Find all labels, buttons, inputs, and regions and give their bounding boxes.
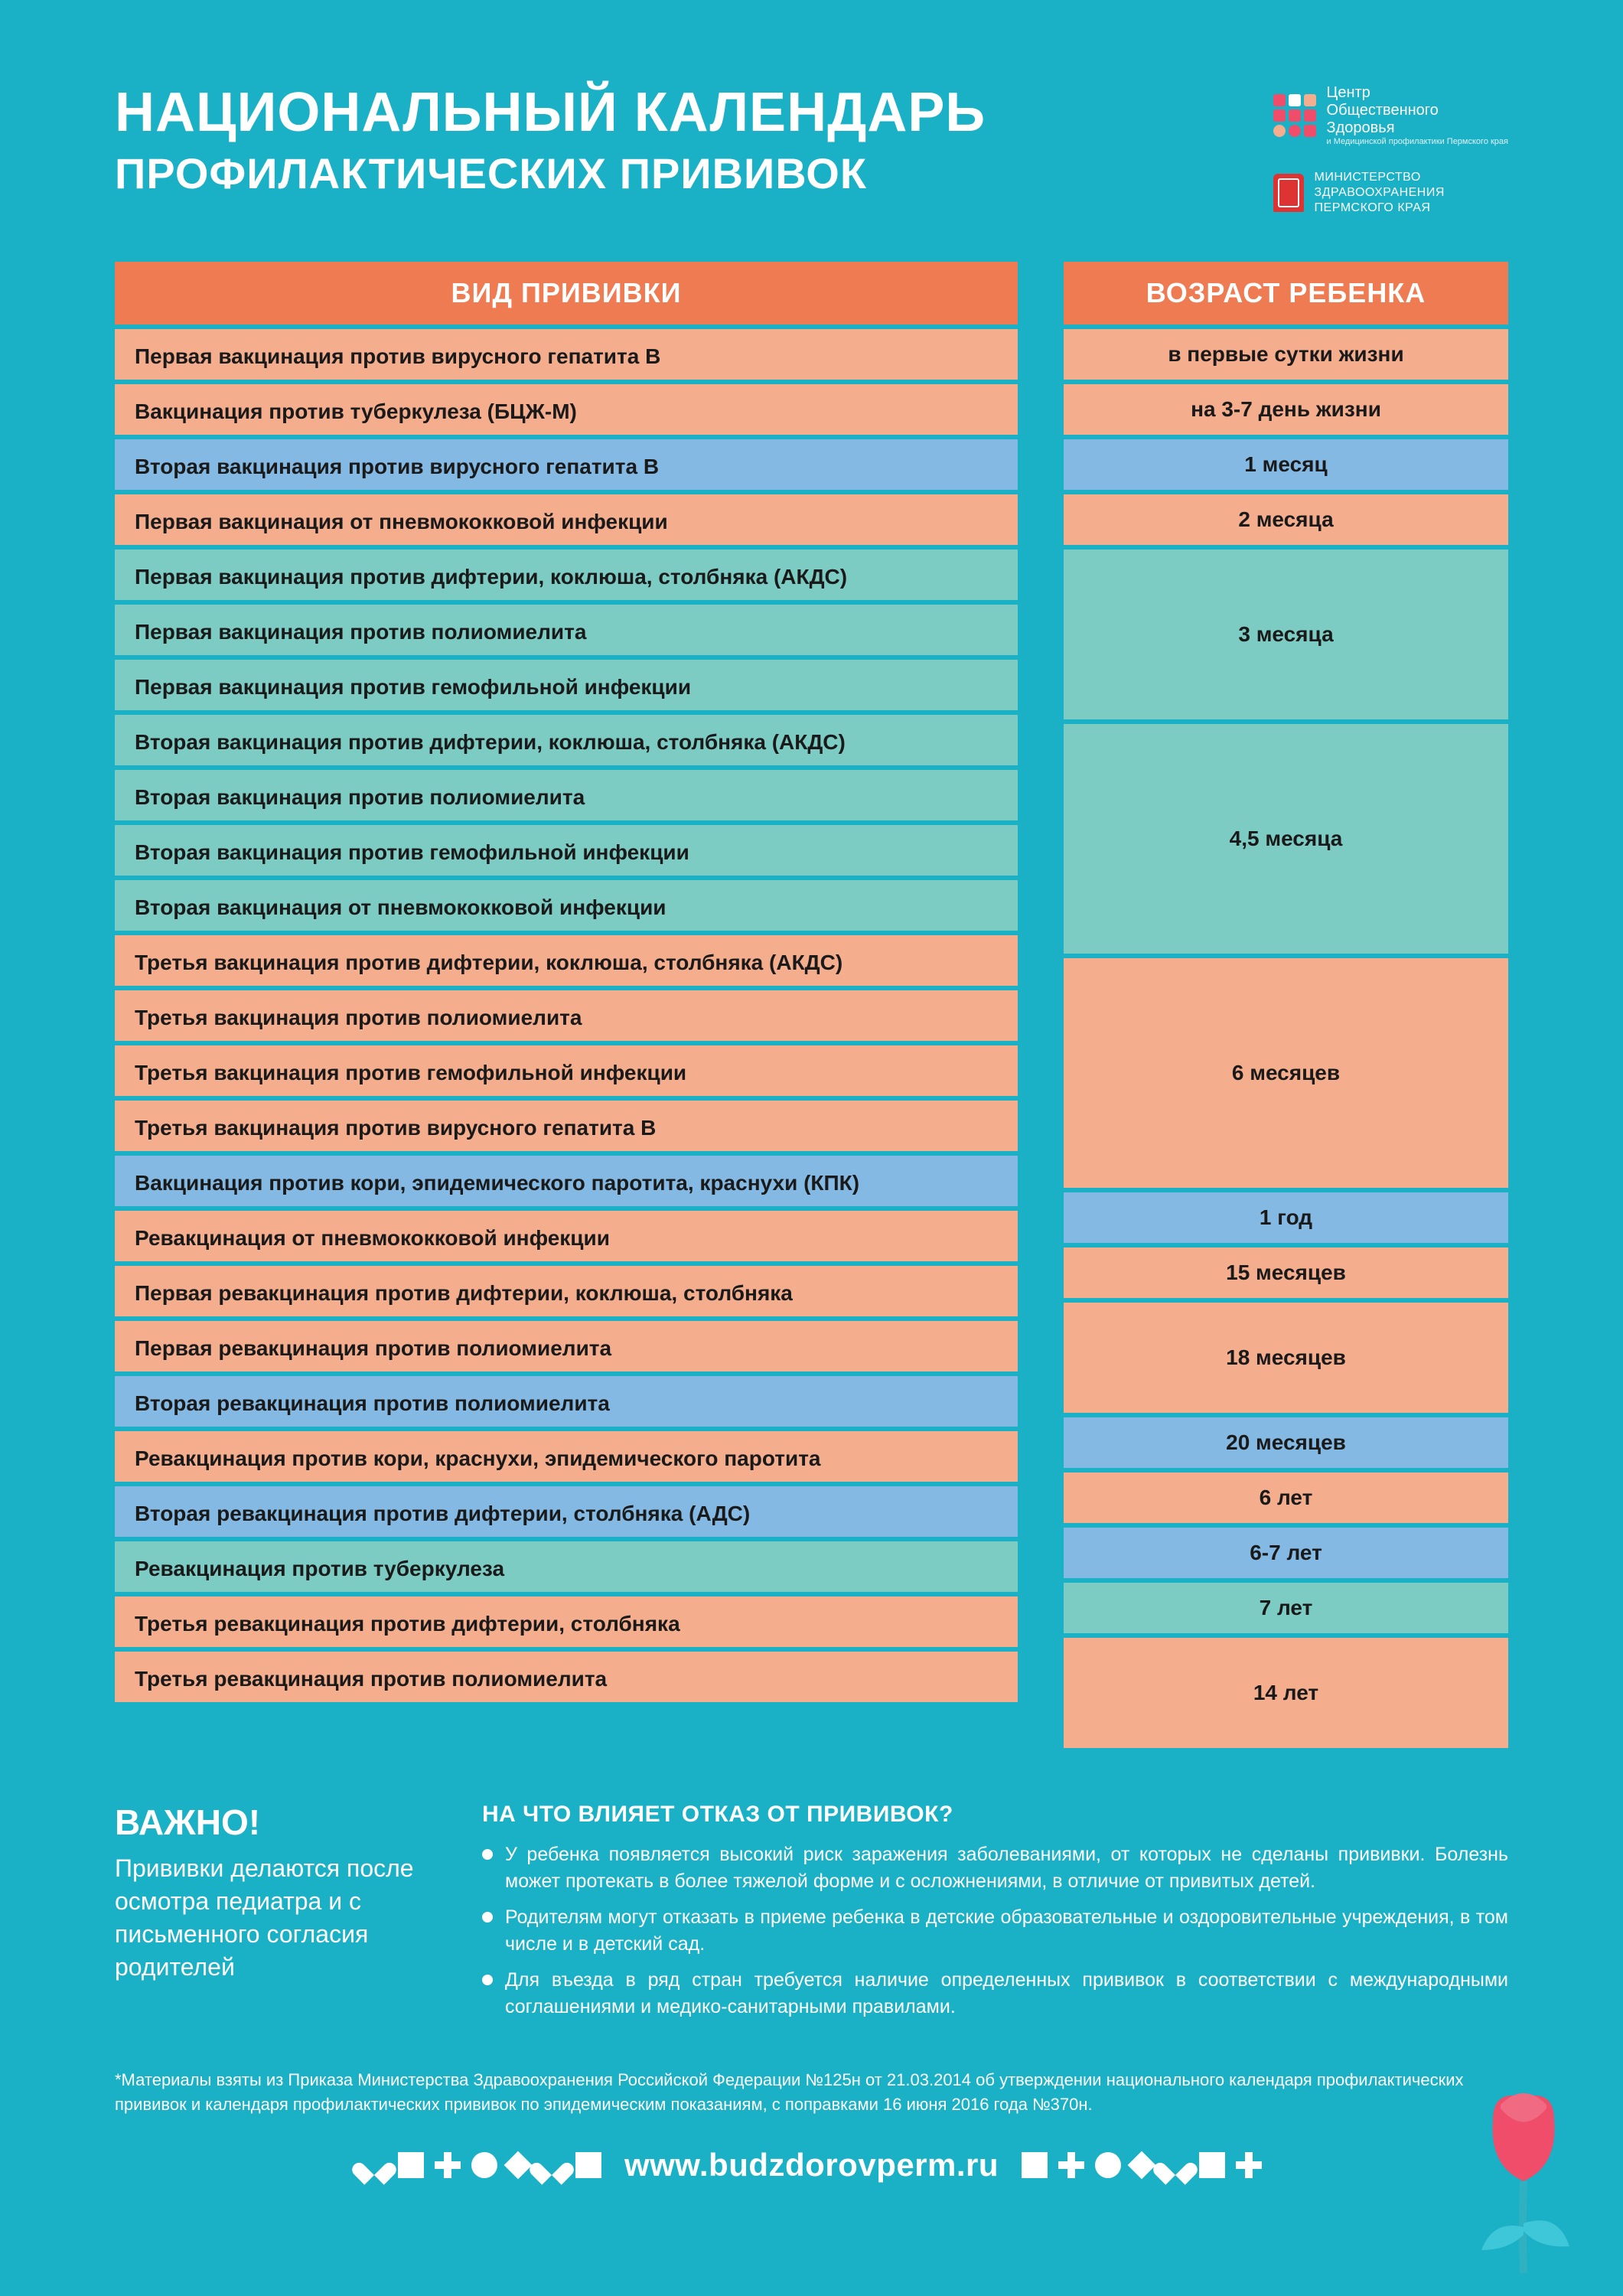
logos: Центр Общественного Здоровья и Медицинск…	[1273, 84, 1508, 216]
age-cell: 6-7 лет	[1064, 1523, 1508, 1578]
col-head-left: ВИД ПРИВИВКИ	[115, 262, 1018, 325]
vaccine-row: Вторая ревакцинация против дифтерии, сто…	[115, 1482, 1018, 1537]
tulip-icon	[1455, 2074, 1592, 2273]
shapes-left-icon	[361, 2152, 601, 2178]
important-block: ВАЖНО! Прививки делаются после осмотра п…	[115, 1802, 1508, 2030]
vaccine-row: Третья вакцинация против дифтерии, коклю…	[115, 931, 1018, 986]
important-left: ВАЖНО! Прививки делаются после осмотра п…	[115, 1802, 444, 2030]
vaccine-row: Третья вакцинация против гемофильной инф…	[115, 1041, 1018, 1096]
column-age: ВОЗРАСТ РЕБЕНКА в первые сутки жизнина 3…	[1064, 262, 1508, 1748]
age-cell: 18 месяцев	[1064, 1298, 1508, 1413]
age-cell: 4,5 месяца	[1064, 719, 1508, 954]
important-subtitle: Прививки делаются после осмотра педиатра…	[115, 1852, 444, 1985]
vaccine-row: Вторая вакцинация от пневмококковой инфе…	[115, 876, 1018, 931]
vaccine-row: Первая ревакцинация против дифтерии, кок…	[115, 1261, 1018, 1316]
vaccine-row: Вакцинация против кори, эпидемического п…	[115, 1151, 1018, 1206]
header: НАЦИОНАЛЬНЫЙ КАЛЕНДАРЬ ПРОФИЛАКТИЧЕСКИХ …	[115, 84, 1508, 216]
age-cell: 20 месяцев	[1064, 1413, 1508, 1468]
column-vaccine-type: ВИД ПРИВИВКИ Первая вакцинация против ви…	[115, 262, 1018, 1748]
logo-org2-text: МИНИСТЕРСТВО ЗДРАВООХРАНЕНИЯ ПЕРМСКОГО К…	[1315, 170, 1445, 216]
age-cell: 7 лет	[1064, 1578, 1508, 1633]
age-cell: 1 год	[1064, 1188, 1508, 1243]
age-cell: 1 месяц	[1064, 435, 1508, 490]
title-line1: НАЦИОНАЛЬНЫЙ КАЛЕНДАРЬ	[115, 84, 986, 142]
site-url: www.budzdorovperm.ru	[624, 2147, 999, 2183]
vaccine-row: Первая вакцинация против дифтерии, коклю…	[115, 545, 1018, 600]
vaccine-row: Первая вакцинация против гемофильной инф…	[115, 655, 1018, 710]
vaccination-table: ВИД ПРИВИВКИ Первая вакцинация против ви…	[115, 262, 1508, 1748]
age-cell: в первые сутки жизни	[1064, 325, 1508, 380]
title-line2: ПРОФИЛАКТИЧЕСКИХ ПРИВИВОК	[115, 148, 986, 198]
important-bullet: Родителям могут отказать в приеме ребенк…	[482, 1904, 1508, 1958]
crest-icon	[1273, 174, 1304, 212]
important-bullet: Для въезда в ряд стран требуется наличие…	[482, 1967, 1508, 2020]
vaccine-row: Третья вакцинация против полиомиелита	[115, 986, 1018, 1041]
age-cell: 6 месяцев	[1064, 954, 1508, 1188]
title-block: НАЦИОНАЛЬНЫЙ КАЛЕНДАРЬ ПРОФИЛАКТИЧЕСКИХ …	[115, 84, 986, 198]
vaccine-row: Третья ревакцинация против полиомиелита	[115, 1647, 1018, 1702]
age-cell: 15 месяцев	[1064, 1243, 1508, 1298]
bottom-band: www.budzdorovperm.ru	[115, 2147, 1508, 2183]
age-cell: 14 лет	[1064, 1633, 1508, 1748]
vaccine-row: Ревакцинация от пневмококковой инфекции	[115, 1206, 1018, 1261]
important-bullets: У ребенка появляется высокий риск зараже…	[482, 1841, 1508, 2020]
vaccine-row: Первая вакцинация против вирусного гепат…	[115, 325, 1018, 380]
important-title: ВАЖНО!	[115, 1802, 444, 1843]
age-cell: 6 лет	[1064, 1468, 1508, 1523]
vaccine-row: Ревакцинация против кори, краснухи, эпид…	[115, 1427, 1018, 1482]
vaccine-row: Третья ревакцинация против дифтерии, сто…	[115, 1592, 1018, 1647]
age-cell: 3 месяца	[1064, 545, 1508, 719]
vaccine-row: Вторая вакцинация против дифтерии, коклю…	[115, 710, 1018, 765]
age-cell: на 3-7 день жизни	[1064, 380, 1508, 435]
vaccine-row: Ревакцинация против туберкулеза	[115, 1537, 1018, 1592]
important-right: НА ЧТО ВЛИЯЕТ ОТКАЗ ОТ ПРИВИВОК? У ребен…	[482, 1802, 1508, 2030]
logo-org1: Центр Общественного Здоровья и Медицинск…	[1273, 84, 1508, 147]
footnote: *Материалы взяты из Приказа Министерства…	[115, 2068, 1508, 2117]
vaccine-row: Вторая вакцинация против полиомиелита	[115, 765, 1018, 820]
vaccine-row: Вакцинация против туберкулеза (БЦЖ-М)	[115, 380, 1018, 435]
logo-org1-text: Центр Общественного Здоровья и Медицинск…	[1327, 84, 1508, 147]
vaccine-row: Первая вакцинация против полиомиелита	[115, 600, 1018, 655]
age-cell: 2 месяца	[1064, 490, 1508, 545]
vaccine-row: Вторая вакцинация против гемофильной инф…	[115, 820, 1018, 876]
shapes-right-icon	[1022, 2152, 1262, 2178]
important-question: НА ЧТО ВЛИЯЕТ ОТКАЗ ОТ ПРИВИВОК?	[482, 1802, 1508, 1828]
vaccine-row: Третья вакцинация против вирусного гепат…	[115, 1096, 1018, 1151]
col-head-right: ВОЗРАСТ РЕБЕНКА	[1064, 262, 1508, 325]
dots-icon	[1273, 94, 1316, 137]
logo-org2: МИНИСТЕРСТВО ЗДРАВООХРАНЕНИЯ ПЕРМСКОГО К…	[1273, 170, 1445, 216]
important-bullet: У ребенка появляется высокий риск зараже…	[482, 1841, 1508, 1895]
vaccine-row: Вторая ревакцинация против полиомиелита	[115, 1371, 1018, 1427]
vaccine-row: Вторая вакцинация против вирусного гепат…	[115, 435, 1018, 490]
vaccine-row: Первая вакцинация от пневмококковой инфе…	[115, 490, 1018, 545]
vaccine-row: Первая ревакцинация против полиомиелита	[115, 1316, 1018, 1371]
